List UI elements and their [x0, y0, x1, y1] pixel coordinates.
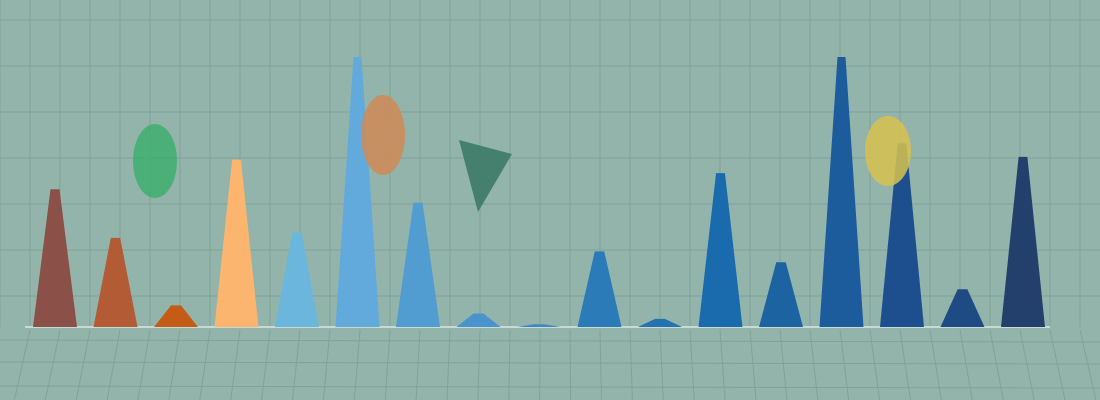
spike-7 [396, 202, 440, 327]
spike-12 [698, 173, 743, 327]
spike-10 [577, 251, 622, 327]
floating-shapes [133, 95, 911, 212]
spike-6 [335, 57, 380, 327]
spike-13 [759, 262, 803, 327]
spike-1 [33, 189, 77, 327]
yellow-ellipse [865, 116, 911, 186]
spike-15 [880, 143, 924, 327]
spike-17 [1001, 156, 1045, 327]
spike-8 [456, 313, 501, 327]
spike-5 [275, 232, 319, 327]
spike-2 [93, 237, 138, 327]
spike-3 [154, 305, 198, 327]
green-triangle [459, 140, 512, 212]
green-ellipse [133, 124, 177, 198]
spike-11 [638, 318, 682, 327]
spike-group [33, 57, 1045, 327]
spike-16 [940, 289, 985, 327]
orange-ellipse [361, 95, 405, 175]
spike-14 [819, 57, 864, 327]
spike-4 [214, 159, 259, 327]
spike-9 [517, 324, 561, 327]
